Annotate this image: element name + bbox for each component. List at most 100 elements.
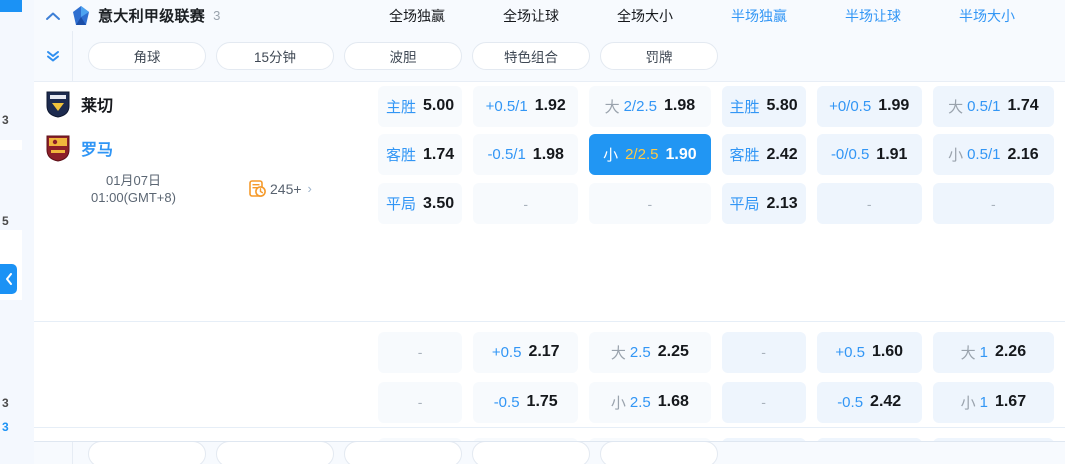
more-markets-count: 245+: [270, 180, 302, 197]
odds-value: 1.60: [871, 343, 904, 360]
next-filter-pill[interactable]: [344, 442, 462, 464]
odds-value: 1.74: [1007, 97, 1039, 114]
odds-value: 1.91: [876, 145, 908, 163]
next-filter-pill[interactable]: [600, 442, 718, 464]
odds-cell-half-win-away[interactable]: 客胜 2.42: [721, 134, 806, 175]
odds-cell-half-total-over[interactable]: 大 1 2.26: [932, 331, 1054, 373]
odds-cell-half-total-under[interactable]: 小 1 1.67: [932, 381, 1054, 423]
odds-value: 2.13: [766, 194, 798, 212]
next-match-teaser: [34, 441, 1065, 464]
odds-cell-full-handicap-away[interactable]: -0.5/1 1.98: [473, 134, 579, 175]
more-markets-button[interactable]: 245+ ›: [249, 180, 312, 197]
odds-value: 1.98: [532, 145, 564, 163]
odds-cell-full-win-away[interactable]: 客胜 1.74: [378, 134, 463, 175]
filter-pill-row: 角球 15分钟 波胆 特色组合 罚牌: [34, 31, 1065, 82]
odds-label: 大: [610, 344, 626, 362]
odds-row: - +0.5 2.17 大 2.5 2.25 - +0.: [378, 327, 1065, 377]
away-team-crest-icon: [46, 135, 70, 162]
odds-label: -0/0.5: [830, 146, 870, 163]
odds-value: 1.99: [878, 97, 910, 114]
odds-cell-full-win-home[interactable]: 主胜 5.00: [378, 85, 463, 127]
odds-value: 2.17: [528, 343, 560, 360]
odds-cell-empty: -: [589, 183, 711, 224]
filter-pill-cards[interactable]: 罚牌: [600, 42, 718, 70]
odds-label: 小: [960, 394, 976, 412]
filter-pill-corner[interactable]: 角球: [88, 42, 206, 70]
group-divider: [34, 321, 1065, 322]
odds-cell-half-total-under[interactable]: 小 0.5/1 2.16: [932, 134, 1054, 175]
odds-label: +0.5/1: [485, 97, 528, 115]
odds-cell-half-win-home[interactable]: 主胜 5.80: [721, 85, 806, 127]
odds-line: 2/2.5: [625, 146, 659, 163]
odds-value: 1.75: [526, 393, 558, 410]
odds-label: 小: [603, 147, 619, 164]
tab-full-handicap[interactable]: 全场让球: [503, 7, 559, 24]
odds-cell-empty: -: [473, 183, 579, 224]
odds-cell-empty: -: [721, 331, 806, 373]
next-filter-pill[interactable]: [216, 442, 334, 464]
odds-cell-full-handicap-home[interactable]: +0.5 2.17: [473, 331, 579, 373]
odds-cell-full-handicap-away[interactable]: -0.5 1.75: [473, 381, 579, 423]
odds-cell-half-handicap-away[interactable]: -0.5 2.42: [816, 381, 922, 423]
match-time: 01:00(GMT+8): [91, 190, 176, 205]
odds-cell-empty: -: [378, 331, 463, 373]
odds-cell-empty: -: [721, 381, 806, 423]
odds-value: 1.74: [423, 145, 455, 163]
filter-pill-correct-score[interactable]: 波胆: [344, 42, 462, 70]
away-team[interactable]: 罗马: [34, 126, 364, 170]
odds-cell-full-total-over[interactable]: 大 2.5 2.25: [589, 331, 711, 373]
chevron-double-down-icon: [47, 51, 59, 62]
page-scrollbar-track[interactable]: [22, 0, 54, 464]
sidebar-collapse-handle[interactable]: [0, 264, 17, 294]
odds-label: 小: [948, 147, 964, 164]
odds-value: 2.25: [657, 343, 689, 360]
odds-cell-full-total-under[interactable]: 小 2.5 1.68: [589, 381, 711, 423]
tab-half-handicap[interactable]: 半场让球: [845, 7, 901, 24]
tab-half-total[interactable]: 半场大小: [959, 7, 1015, 24]
odds-row: - -0.5 1.75 小 2.5 1.68 - -0.: [378, 377, 1065, 427]
tab-full-win[interactable]: 全场独赢: [389, 7, 445, 24]
home-team[interactable]: 莱切: [34, 82, 364, 126]
sidebar-band: [0, 300, 22, 464]
odds-cell-half-handicap-away[interactable]: -0/0.5 1.91: [816, 134, 922, 175]
chevron-right-icon: ›: [307, 181, 312, 196]
filter-pill-special-combo[interactable]: 特色组合: [472, 42, 590, 70]
filter-pill-15min[interactable]: 15分钟: [216, 42, 334, 70]
odds-empty-dash: -: [523, 195, 529, 212]
odds-label: -0.5: [493, 393, 520, 411]
filters-expand-button[interactable]: [34, 49, 72, 63]
match-team-info: 莱切 罗马 01月07日 01:00(GMT+8): [34, 82, 364, 206]
odds-cell-half-win-draw[interactable]: 平局 2.13: [721, 183, 806, 224]
league-name: 意大利甲级联赛: [98, 8, 206, 25]
sidebar-band: [0, 0, 22, 140]
odds-label: 小: [610, 394, 626, 412]
sidebar-ghost-number: 3: [2, 396, 9, 410]
odds-label: 大: [948, 98, 964, 116]
odds-cell-half-total-over[interactable]: 大 0.5/1 1.74: [932, 85, 1054, 127]
odds-cell-empty: -: [816, 183, 922, 224]
odds-empty-dash: -: [417, 394, 423, 410]
odds-cell-half-handicap-home[interactable]: +0.5 1.60: [816, 331, 922, 373]
next-filter-pill[interactable]: [472, 442, 590, 464]
odds-cell-half-handicap-home[interactable]: +0/0.5 1.99: [816, 85, 922, 127]
odds-label: 主胜: [386, 98, 417, 116]
filter-divider: [72, 442, 73, 464]
league-collapse-button[interactable]: [34, 11, 72, 21]
odds-cell-full-total-over[interactable]: 大 2/2.5 1.98: [589, 85, 711, 127]
next-filter-pill[interactable]: [88, 442, 206, 464]
odds-label: 平局: [386, 196, 417, 213]
odds-empty-dash: -: [761, 344, 766, 360]
sidebar-top-marker[interactable]: [0, 0, 28, 12]
odds-value: 3.50: [423, 194, 455, 212]
odds-label: -0.5/1: [487, 146, 526, 163]
tab-half-win[interactable]: 半场独赢: [731, 7, 787, 24]
odds-cell-full-handicap-home[interactable]: +0.5/1 1.92: [473, 85, 579, 127]
odds-cell-full-win-draw[interactable]: 平局 3.50: [378, 183, 463, 224]
odds-cell-full-total-under-selected[interactable]: 小 2/2.5 1.90: [589, 134, 711, 175]
odds-grid: 主胜 5.00 +0.5/1 1.92 大 2/2.5 1.98: [378, 82, 1065, 228]
tab-full-total[interactable]: 全场大小: [617, 7, 673, 24]
odds-value: 2.42: [870, 393, 902, 410]
odds-label: +0.5: [835, 343, 865, 361]
odds-value: 1.67: [994, 393, 1027, 410]
